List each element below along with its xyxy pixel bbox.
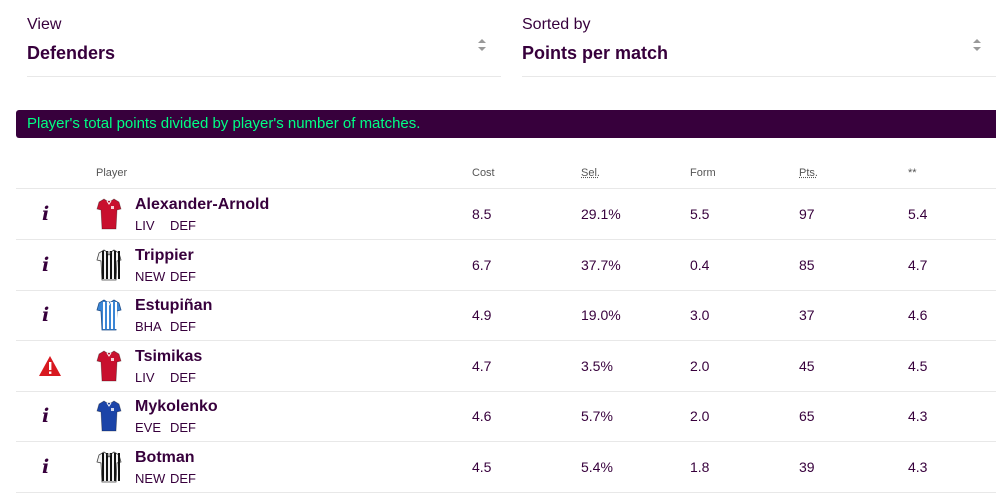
player-points-per-match: 5.4 (908, 206, 928, 222)
player-points: 85 (799, 256, 815, 273)
team-shirt-icon (96, 248, 122, 287)
info-icon[interactable]: i (42, 253, 50, 276)
player-cost: 4.9 (472, 307, 492, 323)
stat-description-banner: Player's total points divided by player'… (16, 110, 996, 138)
player-name[interactable]: Trippier (135, 246, 194, 264)
player-cost: 4.5 (472, 458, 492, 475)
player-name[interactable]: Mykolenko (135, 398, 218, 415)
player-team: LIV (135, 218, 155, 233)
player-name[interactable]: Alexander-Arnold (135, 196, 270, 213)
header-selected[interactable]: Sel. (581, 167, 600, 179)
table-row[interactable]: i Botman NEW DEF 4.5 5.4% 1.8 39 4.3 (16, 442, 996, 493)
table-row[interactable]: i Estupiñan BHA DEF 4.9 19.0% 3.0 37 4.6 (16, 290, 996, 341)
player-cost: 6.7 (472, 256, 492, 273)
player-position: DEF (170, 218, 196, 233)
table-row[interactable]: i Trippier NEW DEF 6.7 37.7% 0.4 85 4.7 (16, 240, 996, 291)
view-filter[interactable]: View Defenders (27, 0, 501, 77)
player-team: NEW (135, 268, 166, 284)
player-team: LIV (135, 369, 155, 385)
player-position: DEF (170, 319, 196, 334)
view-filter-value[interactable]: Defenders (27, 43, 116, 63)
player-cost: 4.6 (472, 408, 492, 424)
team-shirt-icon (96, 399, 122, 438)
player-form: 1.8 (690, 458, 710, 475)
player-selected: 5.4% (581, 458, 613, 475)
view-filter-label: View (27, 16, 62, 33)
player-position: DEF (170, 369, 196, 385)
team-shirt-icon (96, 298, 122, 337)
player-name[interactable]: Estupiñan (135, 297, 213, 314)
team-shirt-icon (96, 197, 122, 236)
header-player[interactable]: Player (96, 167, 128, 179)
player-points: 39 (799, 458, 815, 475)
player-points-per-match: 4.7 (908, 256, 928, 273)
player-points-per-match: 4.5 (908, 357, 928, 374)
info-icon[interactable]: i (42, 455, 50, 478)
sort-filter-label: Sorted by (522, 16, 591, 33)
player-cost: 8.5 (472, 206, 492, 222)
player-selected: 37.7% (581, 256, 621, 273)
player-points: 97 (799, 206, 815, 222)
player-team: BHA (135, 319, 162, 334)
info-icon[interactable]: i (42, 405, 50, 427)
player-selected: 3.5% (581, 357, 613, 374)
player-selected: 5.7% (581, 408, 613, 424)
sort-filter[interactable]: Sorted by Points per match (522, 0, 996, 77)
player-form: 3.0 (690, 307, 710, 323)
table-row[interactable]: Tsimikas LIV DEF 4.7 3.5% 2.0 45 4.5 (16, 341, 996, 392)
player-position: DEF (170, 268, 196, 284)
team-shirt-icon (96, 450, 122, 489)
player-team: NEW (135, 470, 166, 486)
header-cost[interactable]: Cost (472, 167, 495, 179)
sort-arrows-icon[interactable] (972, 38, 982, 52)
table-row[interactable]: i Alexander-Arnold LIV DEF 8.5 29.1% 5.5 97 5.4 (16, 189, 996, 240)
warning-icon[interactable] (38, 355, 62, 382)
info-icon[interactable]: i (42, 304, 50, 326)
player-team: EVE (135, 420, 162, 435)
player-points: 65 (799, 408, 815, 424)
player-cost: 4.7 (472, 357, 492, 374)
player-position: DEF (170, 470, 196, 486)
player-form: 2.0 (690, 357, 710, 374)
sort-filter-value[interactable]: Points per match (522, 43, 669, 63)
player-points-per-match: 4.6 (908, 307, 928, 323)
player-name[interactable]: Tsimikas (135, 347, 203, 365)
player-position: DEF (170, 420, 196, 435)
header-form[interactable]: Form (690, 167, 716, 179)
info-icon[interactable]: i (42, 203, 50, 225)
player-points: 45 (799, 357, 815, 374)
player-selected: 19.0% (581, 307, 621, 323)
player-points-per-match: 4.3 (908, 408, 928, 424)
team-shirt-icon (96, 349, 122, 388)
player-name[interactable]: Botman (135, 448, 195, 466)
sort-arrows-icon[interactable] (477, 38, 487, 52)
table-row[interactable]: i Mykolenko EVE DEF 4.6 5.7% 2.0 65 4.3 (16, 391, 996, 442)
player-points: 37 (799, 307, 815, 323)
player-form: 0.4 (690, 256, 710, 273)
header-points[interactable]: Pts. (799, 167, 818, 179)
player-form: 2.0 (690, 408, 710, 424)
player-selected: 29.1% (581, 206, 621, 222)
player-points-per-match: 4.3 (908, 458, 928, 475)
table-header: Player Cost Sel. Form Pts. ** (16, 158, 996, 189)
player-form: 5.5 (690, 206, 710, 222)
header-sort-stat[interactable]: ** (908, 167, 917, 179)
